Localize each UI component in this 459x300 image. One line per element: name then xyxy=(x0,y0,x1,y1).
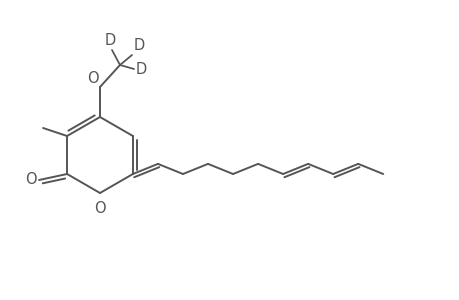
Text: D: D xyxy=(104,33,115,48)
Text: D: D xyxy=(134,38,145,53)
Text: O: O xyxy=(94,201,106,216)
Text: D: D xyxy=(136,61,147,76)
Text: O: O xyxy=(87,71,99,86)
Text: O: O xyxy=(25,172,37,188)
